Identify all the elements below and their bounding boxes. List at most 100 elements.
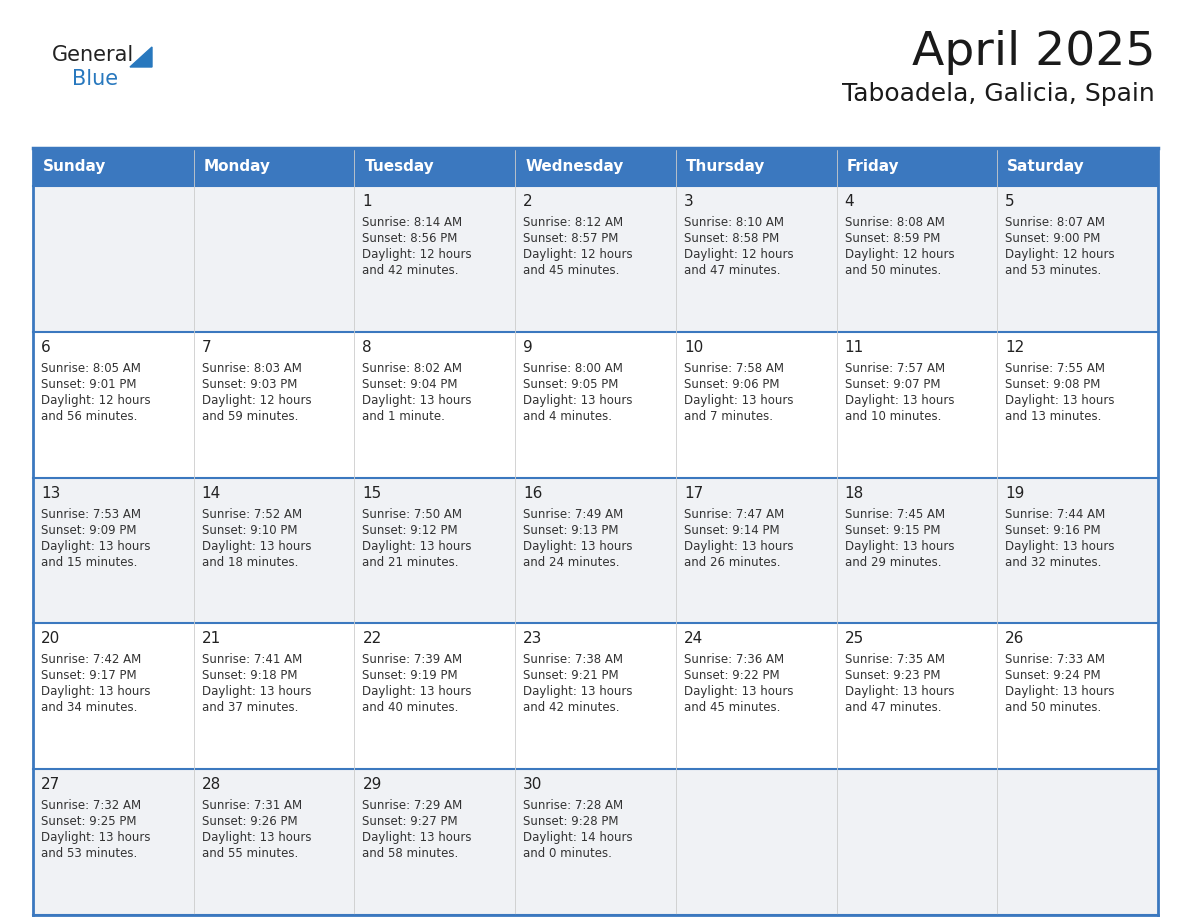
Text: and 7 minutes.: and 7 minutes.	[684, 409, 773, 423]
Text: Blue: Blue	[72, 69, 118, 89]
Bar	[354, 769, 516, 915]
Text: 22: 22	[362, 632, 381, 646]
Text: 21: 21	[202, 632, 221, 646]
Text: Sunset: 9:07 PM: Sunset: 9:07 PM	[845, 378, 940, 391]
Text: Sunset: 9:09 PM: Sunset: 9:09 PM	[42, 523, 137, 537]
Text: Sunrise: 8:07 AM: Sunrise: 8:07 AM	[1005, 216, 1105, 229]
Text: and 21 minutes.: and 21 minutes.	[362, 555, 459, 568]
Text: and 47 minutes.: and 47 minutes.	[845, 701, 941, 714]
Text: and 53 minutes.: and 53 minutes.	[1005, 264, 1101, 277]
Text: Daylight: 13 hours: Daylight: 13 hours	[362, 540, 472, 553]
Bar	[676, 769, 836, 915]
Text: Sunrise: 8:00 AM: Sunrise: 8:00 AM	[523, 362, 623, 375]
Text: and 15 minutes.: and 15 minutes.	[42, 555, 138, 568]
Text: Sunrise: 7:28 AM: Sunrise: 7:28 AM	[523, 800, 624, 812]
Text: and 26 minutes.: and 26 minutes.	[684, 555, 781, 568]
Text: 12: 12	[1005, 340, 1024, 354]
Text: 27: 27	[42, 778, 61, 792]
Text: Daylight: 14 hours: Daylight: 14 hours	[523, 831, 633, 845]
Text: 16: 16	[523, 486, 543, 500]
Bar	[676, 148, 836, 186]
Bar	[997, 331, 1158, 477]
Text: 26: 26	[1005, 632, 1025, 646]
Text: and 56 minutes.: and 56 minutes.	[42, 409, 138, 423]
Bar	[997, 477, 1158, 623]
Text: Daylight: 13 hours: Daylight: 13 hours	[523, 686, 633, 699]
Text: Sunset: 9:04 PM: Sunset: 9:04 PM	[362, 378, 457, 391]
Text: Daylight: 13 hours: Daylight: 13 hours	[362, 686, 472, 699]
Text: and 1 minute.: and 1 minute.	[362, 409, 446, 423]
Text: Daylight: 12 hours: Daylight: 12 hours	[845, 248, 954, 261]
Text: Wednesday: Wednesday	[525, 160, 624, 174]
Text: Sunrise: 7:33 AM: Sunrise: 7:33 AM	[1005, 654, 1105, 666]
Text: Tuesday: Tuesday	[365, 160, 434, 174]
Bar	[354, 477, 516, 623]
Text: Daylight: 12 hours: Daylight: 12 hours	[42, 394, 151, 407]
Text: Daylight: 12 hours: Daylight: 12 hours	[202, 394, 311, 407]
Bar	[516, 623, 676, 769]
Text: 24: 24	[684, 632, 703, 646]
Text: Sunrise: 7:49 AM: Sunrise: 7:49 AM	[523, 508, 624, 521]
Text: 13: 13	[42, 486, 61, 500]
Text: Sunrise: 7:29 AM: Sunrise: 7:29 AM	[362, 800, 462, 812]
Text: and 24 minutes.: and 24 minutes.	[523, 555, 620, 568]
Text: Sunset: 9:01 PM: Sunset: 9:01 PM	[42, 378, 137, 391]
Text: Sunset: 9:00 PM: Sunset: 9:00 PM	[1005, 232, 1100, 245]
Text: and 50 minutes.: and 50 minutes.	[1005, 701, 1101, 714]
Text: Daylight: 13 hours: Daylight: 13 hours	[42, 831, 151, 845]
Bar	[194, 186, 354, 331]
Text: and 0 minutes.: and 0 minutes.	[523, 847, 612, 860]
Text: and 45 minutes.: and 45 minutes.	[684, 701, 781, 714]
Bar	[516, 186, 676, 331]
Text: and 29 minutes.: and 29 minutes.	[845, 555, 941, 568]
Text: Sunrise: 7:42 AM: Sunrise: 7:42 AM	[42, 654, 141, 666]
Text: Sunset: 9:18 PM: Sunset: 9:18 PM	[202, 669, 297, 682]
Bar	[354, 623, 516, 769]
Text: Sunset: 9:10 PM: Sunset: 9:10 PM	[202, 523, 297, 537]
Text: and 58 minutes.: and 58 minutes.	[362, 847, 459, 860]
Text: Sunrise: 7:57 AM: Sunrise: 7:57 AM	[845, 362, 944, 375]
Polygon shape	[129, 47, 152, 67]
Text: Sunset: 9:05 PM: Sunset: 9:05 PM	[523, 378, 619, 391]
Text: Sunset: 8:57 PM: Sunset: 8:57 PM	[523, 232, 619, 245]
Text: Sunday: Sunday	[43, 160, 107, 174]
Text: Daylight: 13 hours: Daylight: 13 hours	[845, 540, 954, 553]
Text: and 37 minutes.: and 37 minutes.	[202, 701, 298, 714]
Text: Sunrise: 7:32 AM: Sunrise: 7:32 AM	[42, 800, 141, 812]
Bar	[194, 331, 354, 477]
Bar	[836, 148, 997, 186]
Text: Sunrise: 7:44 AM: Sunrise: 7:44 AM	[1005, 508, 1106, 521]
Text: and 45 minutes.: and 45 minutes.	[523, 264, 619, 277]
Text: 30: 30	[523, 778, 543, 792]
Text: Daylight: 13 hours: Daylight: 13 hours	[684, 686, 794, 699]
Text: 14: 14	[202, 486, 221, 500]
Text: Daylight: 12 hours: Daylight: 12 hours	[684, 248, 794, 261]
Text: Sunrise: 7:53 AM: Sunrise: 7:53 AM	[42, 508, 141, 521]
Text: Sunset: 9:15 PM: Sunset: 9:15 PM	[845, 523, 940, 537]
Text: Daylight: 13 hours: Daylight: 13 hours	[202, 540, 311, 553]
Text: 29: 29	[362, 778, 381, 792]
Text: Daylight: 13 hours: Daylight: 13 hours	[202, 686, 311, 699]
Bar	[997, 186, 1158, 331]
Text: Sunrise: 8:02 AM: Sunrise: 8:02 AM	[362, 362, 462, 375]
Text: 23: 23	[523, 632, 543, 646]
Text: 20: 20	[42, 632, 61, 646]
Text: Sunrise: 7:47 AM: Sunrise: 7:47 AM	[684, 508, 784, 521]
Bar	[516, 148, 676, 186]
Bar	[997, 148, 1158, 186]
Text: and 42 minutes.: and 42 minutes.	[523, 701, 620, 714]
Text: Sunrise: 8:14 AM: Sunrise: 8:14 AM	[362, 216, 462, 229]
Text: Sunrise: 8:10 AM: Sunrise: 8:10 AM	[684, 216, 784, 229]
Text: Sunset: 9:14 PM: Sunset: 9:14 PM	[684, 523, 779, 537]
Text: 7: 7	[202, 340, 211, 354]
Bar	[194, 148, 354, 186]
Text: 18: 18	[845, 486, 864, 500]
Bar	[33, 477, 194, 623]
Text: Sunrise: 8:05 AM: Sunrise: 8:05 AM	[42, 362, 141, 375]
Text: 9: 9	[523, 340, 533, 354]
Text: Sunrise: 7:52 AM: Sunrise: 7:52 AM	[202, 508, 302, 521]
Text: General: General	[52, 45, 134, 65]
Text: Sunset: 8:56 PM: Sunset: 8:56 PM	[362, 232, 457, 245]
Text: and 4 minutes.: and 4 minutes.	[523, 409, 612, 423]
Text: Friday: Friday	[847, 160, 899, 174]
